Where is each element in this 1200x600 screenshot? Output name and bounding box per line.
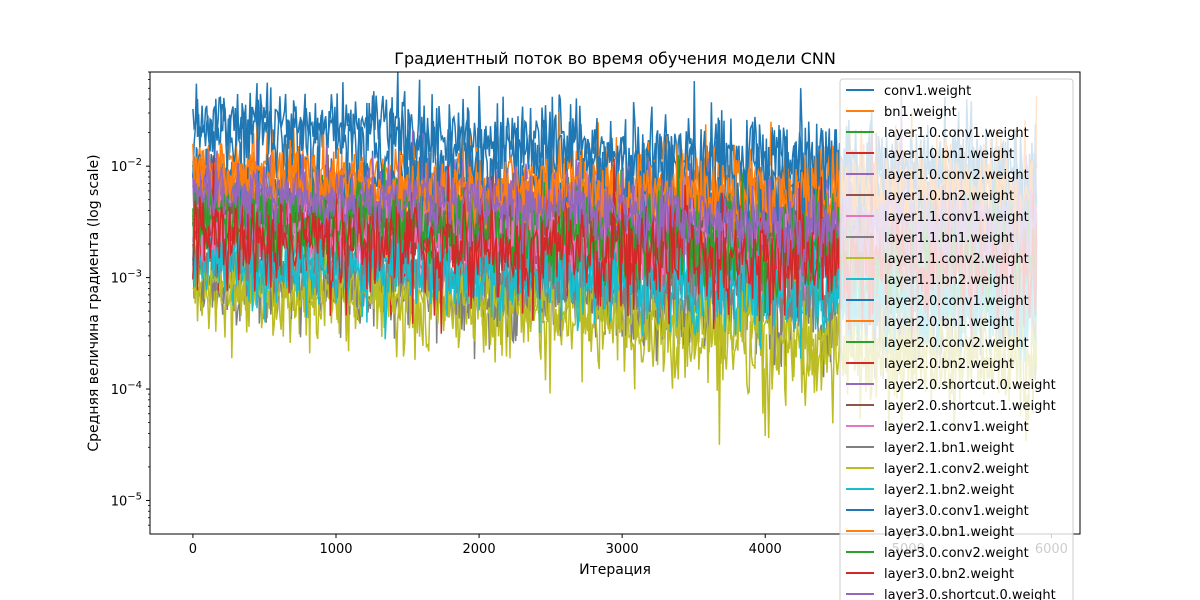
x-axis-label: Итерация xyxy=(579,562,651,578)
legend-label: layer1.1.bn1.weight xyxy=(884,231,1014,246)
plot-frame xyxy=(149,71,1081,535)
legend-label: layer1.0.bn2.weight xyxy=(884,189,1014,204)
legend-label: layer1.1.conv1.weight xyxy=(884,210,1029,225)
legend-label: layer2.1.conv1.weight xyxy=(884,420,1029,435)
y-axis-label: Средняя величина градиента (log scale) xyxy=(86,154,102,451)
legend-label: layer2.0.conv2.weight xyxy=(884,336,1029,351)
legend-label: layer3.0.conv2.weight xyxy=(884,546,1029,561)
legend-label: layer1.0.conv2.weight xyxy=(884,168,1029,183)
x-tick-label: 3000 xyxy=(606,542,639,557)
x-tick-label: 2000 xyxy=(463,542,496,557)
legend-label: layer3.0.bn2.weight xyxy=(884,567,1014,582)
legend-label: layer3.0.conv1.weight xyxy=(884,504,1029,519)
legend-label: layer2.1.bn2.weight xyxy=(884,483,1014,498)
legend-label: layer1.1.bn2.weight xyxy=(884,273,1014,288)
x-tick-label: 4000 xyxy=(749,542,782,557)
y-tick-label: 10−5 xyxy=(111,491,142,509)
x-tick-label: 1000 xyxy=(319,542,352,557)
legend-label: bn1.weight xyxy=(884,105,957,120)
x-tick-label: 0 xyxy=(189,542,197,557)
legend-label: layer3.0.bn1.weight xyxy=(884,525,1014,540)
legend-label: layer2.0.bn2.weight xyxy=(884,357,1014,372)
y-tick-label: 10−4 xyxy=(111,380,142,398)
y-tick-label: 10−2 xyxy=(111,157,142,175)
legend-label: conv1.weight xyxy=(884,84,971,99)
legend-label: layer2.1.conv2.weight xyxy=(884,462,1029,477)
legend-label: layer2.1.bn1.weight xyxy=(884,441,1014,456)
legend-label: layer2.0.bn1.weight xyxy=(884,315,1014,330)
chart-title: Градиентный поток во время обучения моде… xyxy=(394,49,836,68)
legend-label: layer2.0.shortcut.1.weight xyxy=(884,399,1056,414)
legend-label: layer1.0.conv1.weight xyxy=(884,126,1029,141)
legend-label: layer1.0.bn1.weight xyxy=(884,147,1014,162)
y-tick-label: 10−3 xyxy=(111,269,142,287)
legend-label: layer1.1.conv2.weight xyxy=(884,252,1029,267)
legend-label: layer2.0.shortcut.0.weight xyxy=(884,378,1056,393)
legend-label: layer2.0.conv1.weight xyxy=(884,294,1029,309)
legend-box xyxy=(839,78,1074,600)
legend-label: layer3.0.shortcut.0.weight xyxy=(884,588,1056,600)
legend: conv1.weight bn1.weight layer1.0.conv1.wei… xyxy=(839,78,1074,600)
